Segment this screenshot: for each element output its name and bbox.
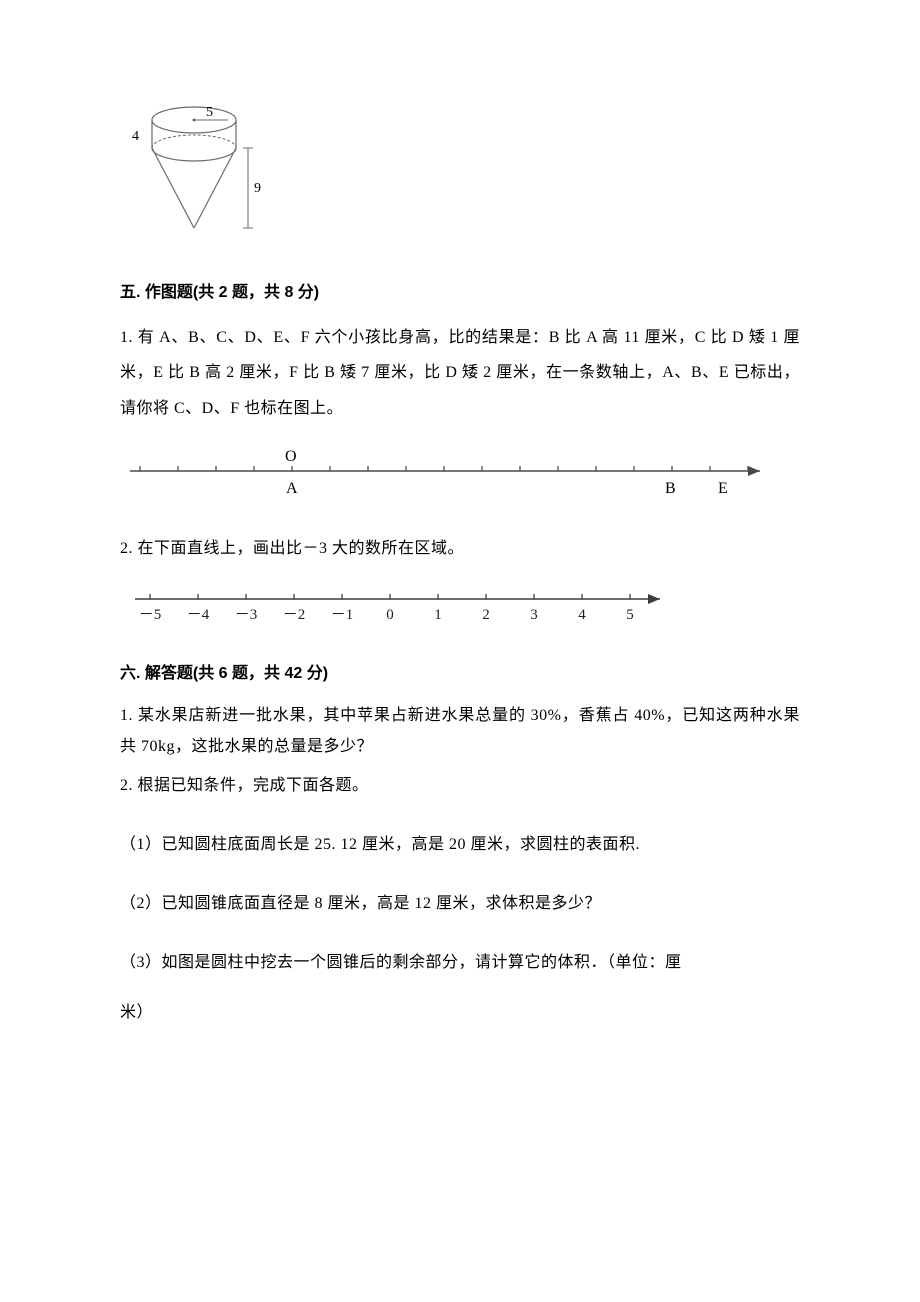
numberline-label: －1 (331, 607, 354, 623)
section5-q2: 2. 在下面直线上，画出比－3 大的数所在区域。 (120, 531, 800, 566)
section6-q2-1: （1）已知圆柱底面周长是 25. 12 厘米，高是 20 厘米，求圆柱的表面积. (120, 827, 800, 862)
cone-svg: 4 5 9 (124, 100, 274, 240)
numberline-label: 2 (482, 607, 490, 623)
numberline-label: 3 (530, 607, 538, 623)
section6-q2-3a: （3）如图是圆柱中挖去一个圆锥后的剩余部分，请计算它的体积．（单位：厘 (120, 945, 800, 980)
label-4: 4 (132, 129, 139, 144)
numberline-label: －3 (235, 607, 258, 623)
label-9: 9 (254, 181, 261, 196)
section6-heading: 六. 解答题(共 6 题，共 42 分) (120, 656, 800, 691)
numberline-label: 4 (578, 607, 586, 623)
numberline-label: －4 (187, 607, 210, 623)
numberline-label: －2 (283, 607, 306, 623)
numberline-label: 0 (386, 607, 394, 623)
axis-svg: O A B E (120, 441, 780, 511)
section5-q1: 1. 有 A、B、C、D、E、F 六个小孩比身高，比的结果是：B 比 A 高 1… (120, 320, 800, 426)
axis-figure: O A B E (120, 441, 800, 511)
label-5: 5 (206, 105, 213, 120)
numberline-label: 5 (626, 607, 634, 623)
numberline-label: 1 (434, 607, 442, 623)
axis-B: B (665, 480, 676, 497)
axis-E: E (718, 480, 728, 497)
cone-figure: 4 5 9 (124, 100, 800, 240)
section6-q2: 2. 根据已知条件，完成下面各题。 (120, 768, 800, 803)
section5-heading: 五. 作图题(共 2 题，共 8 分) (120, 275, 800, 310)
axis-A: A (286, 480, 298, 497)
section6-q2-2: （2）已知圆锥底面直径是 8 厘米，高是 12 厘米，求体积是多少？ (120, 886, 800, 921)
section6-q2-3b: 米） (120, 995, 800, 1030)
numberline-svg: －5 －4 －3 －2 －1 0 1 2 3 4 5 (120, 581, 680, 631)
numberline-figure: －5 －4 －3 －2 －1 0 1 2 3 4 5 (120, 581, 800, 631)
section6-q1: 1. 某水果店新进一批水果，其中苹果占新进水果总量的 30%，香蕉占 40%，已… (120, 701, 800, 762)
numberline-label: －5 (139, 607, 162, 623)
axis-O: O (285, 448, 297, 465)
